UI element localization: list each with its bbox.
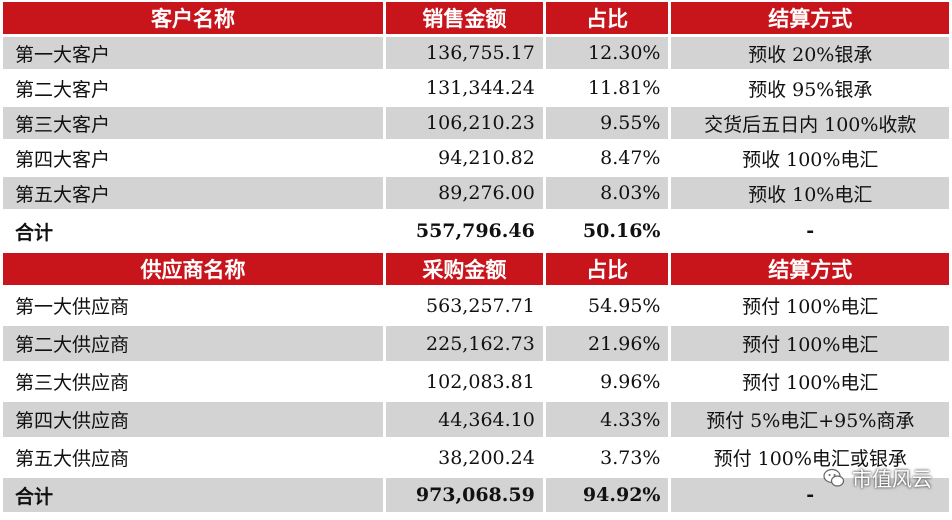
share: 12.30% [545, 37, 669, 69]
total-label: 合计 [3, 212, 384, 250]
table-row: 第四大客户 94,210.82 8.47% 预收 100%电汇 [3, 142, 949, 174]
table-row: 第一大客户 136,755.17 12.30% 预收 20%银承 [3, 37, 949, 69]
share: 8.03% [545, 177, 669, 209]
total-settlement: - [671, 478, 949, 512]
header-supplier-name: 供应商名称 [3, 253, 384, 285]
settlement-method: 预收 100%电汇 [671, 142, 949, 174]
total-share: 50.16% [545, 212, 669, 250]
customer-header-row: 客户名称 销售金额 占比 结算方式 [3, 2, 949, 34]
settlement-method: 预收 95%银承 [671, 72, 949, 104]
share: 4.33% [545, 402, 669, 437]
header-customer-name: 客户名称 [3, 2, 384, 34]
customer-name: 第五大客户 [3, 177, 384, 209]
settlement-method: 预收 20%银承 [671, 37, 949, 69]
table-row: 第三大供应商 102,083.81 9.96% 预付 100%电汇 [3, 364, 949, 399]
settlement-method: 预付 100%电汇 [671, 326, 949, 361]
customer-name: 第三大客户 [3, 107, 384, 139]
table-row: 第一大供应商 563,257.71 54.95% 预付 100%电汇 [3, 288, 949, 323]
settlement-method: 预收 10%电汇 [671, 177, 949, 209]
customer-table: 客户名称 销售金额 占比 结算方式 第一大客户 136,755.17 12.30… [0, 0, 952, 253]
share: 21.96% [545, 326, 669, 361]
table-row: 第五大客户 89,276.00 8.03% 预收 10%电汇 [3, 177, 949, 209]
total-amount: 557,796.46 [386, 212, 543, 250]
share: 9.55% [545, 107, 669, 139]
customer-name: 第一大客户 [3, 37, 384, 69]
sales-amount: 94,210.82 [386, 142, 543, 174]
sales-amount: 89,276.00 [386, 177, 543, 209]
supplier-header-row: 供应商名称 采购金额 占比 结算方式 [3, 253, 949, 285]
share: 3.73% [545, 440, 669, 475]
supplier-name: 第一大供应商 [3, 288, 384, 323]
table-row: 第二大供应商 225,162.73 21.96% 预付 100%电汇 [3, 326, 949, 361]
customer-name: 第二大客户 [3, 72, 384, 104]
sales-amount: 131,344.24 [386, 72, 543, 104]
total-row: 合计 557,796.46 50.16% - [3, 212, 949, 250]
header-share: 占比 [545, 253, 669, 285]
total-amount: 973,068.59 [386, 478, 543, 512]
total-label: 合计 [3, 478, 384, 512]
watermark-text: 市值风云 [852, 467, 932, 491]
settlement-method: 交货后五日内 100%收款 [671, 107, 949, 139]
wechat-icon [823, 468, 845, 487]
table-row: 第三大客户 106,210.23 9.55% 交货后五日内 100%收款 [3, 107, 949, 139]
table-row: 第四大供应商 44,364.10 4.33% 预付 5%电汇+95%商承 [3, 402, 949, 437]
header-sales-amount: 销售金额 [386, 2, 543, 34]
supplier-table: 供应商名称 采购金额 占比 结算方式 第一大供应商 563,257.71 54.… [0, 250, 952, 515]
total-row: 合计 973,068.59 94.92% - [3, 478, 949, 512]
total-share: 94.92% [545, 478, 669, 512]
header-share: 占比 [545, 2, 669, 34]
sales-amount: 136,755.17 [386, 37, 543, 69]
share: 8.47% [545, 142, 669, 174]
settlement-method: 预付 100%电汇 [671, 364, 949, 399]
header-purchase-amount: 采购金额 [386, 253, 543, 285]
total-settlement: - [671, 212, 949, 250]
watermark: 市值风云 [822, 463, 932, 492]
header-settlement: 结算方式 [671, 2, 949, 34]
supplier-name: 第三大供应商 [3, 364, 384, 399]
table-row: 第二大客户 131,344.24 11.81% 预收 95%银承 [3, 72, 949, 104]
supplier-name: 第二大供应商 [3, 326, 384, 361]
supplier-name: 第五大供应商 [3, 440, 384, 475]
table-row: 第五大供应商 38,200.24 3.73% 预付 100%电汇或银承 [3, 440, 949, 475]
purchase-amount: 44,364.10 [386, 402, 543, 437]
settlement-method: 预付 5%电汇+95%商承 [671, 402, 949, 437]
share: 54.95% [545, 288, 669, 323]
sales-amount: 106,210.23 [386, 107, 543, 139]
share: 9.96% [545, 364, 669, 399]
purchase-amount: 225,162.73 [386, 326, 543, 361]
purchase-amount: 102,083.81 [386, 364, 543, 399]
header-settlement: 结算方式 [671, 253, 949, 285]
settlement-method: 预付 100%电汇 [671, 288, 949, 323]
share: 11.81% [545, 72, 669, 104]
purchase-amount: 563,257.71 [386, 288, 543, 323]
settlement-method: 预付 100%电汇或银承 [671, 440, 949, 475]
supplier-name: 第四大供应商 [3, 402, 384, 437]
purchase-amount: 38,200.24 [386, 440, 543, 475]
customer-name: 第四大客户 [3, 142, 384, 174]
